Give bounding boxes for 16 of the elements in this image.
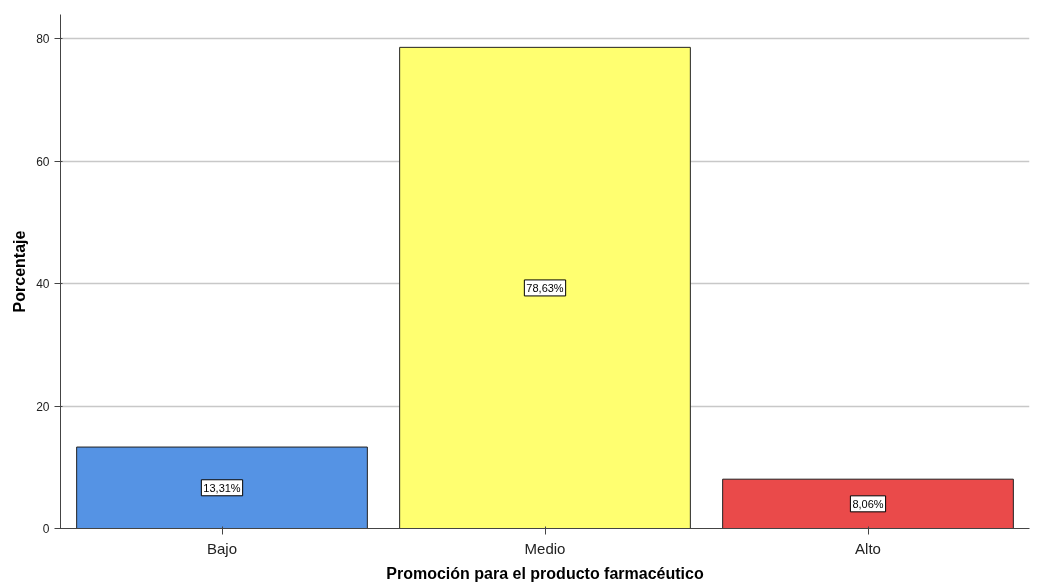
bar [399, 46, 691, 529]
x-tick-label: Alto [855, 539, 881, 557]
y-axis-title: Porcentaje [11, 230, 29, 313]
y-tick-label: 60 [36, 154, 50, 169]
y-tick-label: 80 [36, 32, 50, 47]
y-tick-label: 0 [42, 522, 50, 536]
data-label: 13,31% [203, 481, 241, 494]
x-tick-label: Medio [524, 539, 566, 557]
y-tick-label: 20 [36, 399, 50, 414]
bar [722, 478, 1014, 529]
x-axis-title: Promoción para el producto farmacéutico [386, 564, 704, 582]
y-tick-label: 40 [36, 277, 50, 292]
x-tick-label: Bajo [206, 539, 238, 557]
bar [76, 446, 368, 529]
data-label: 78,63% [526, 281, 564, 294]
data-label: 8,06% [852, 497, 884, 510]
